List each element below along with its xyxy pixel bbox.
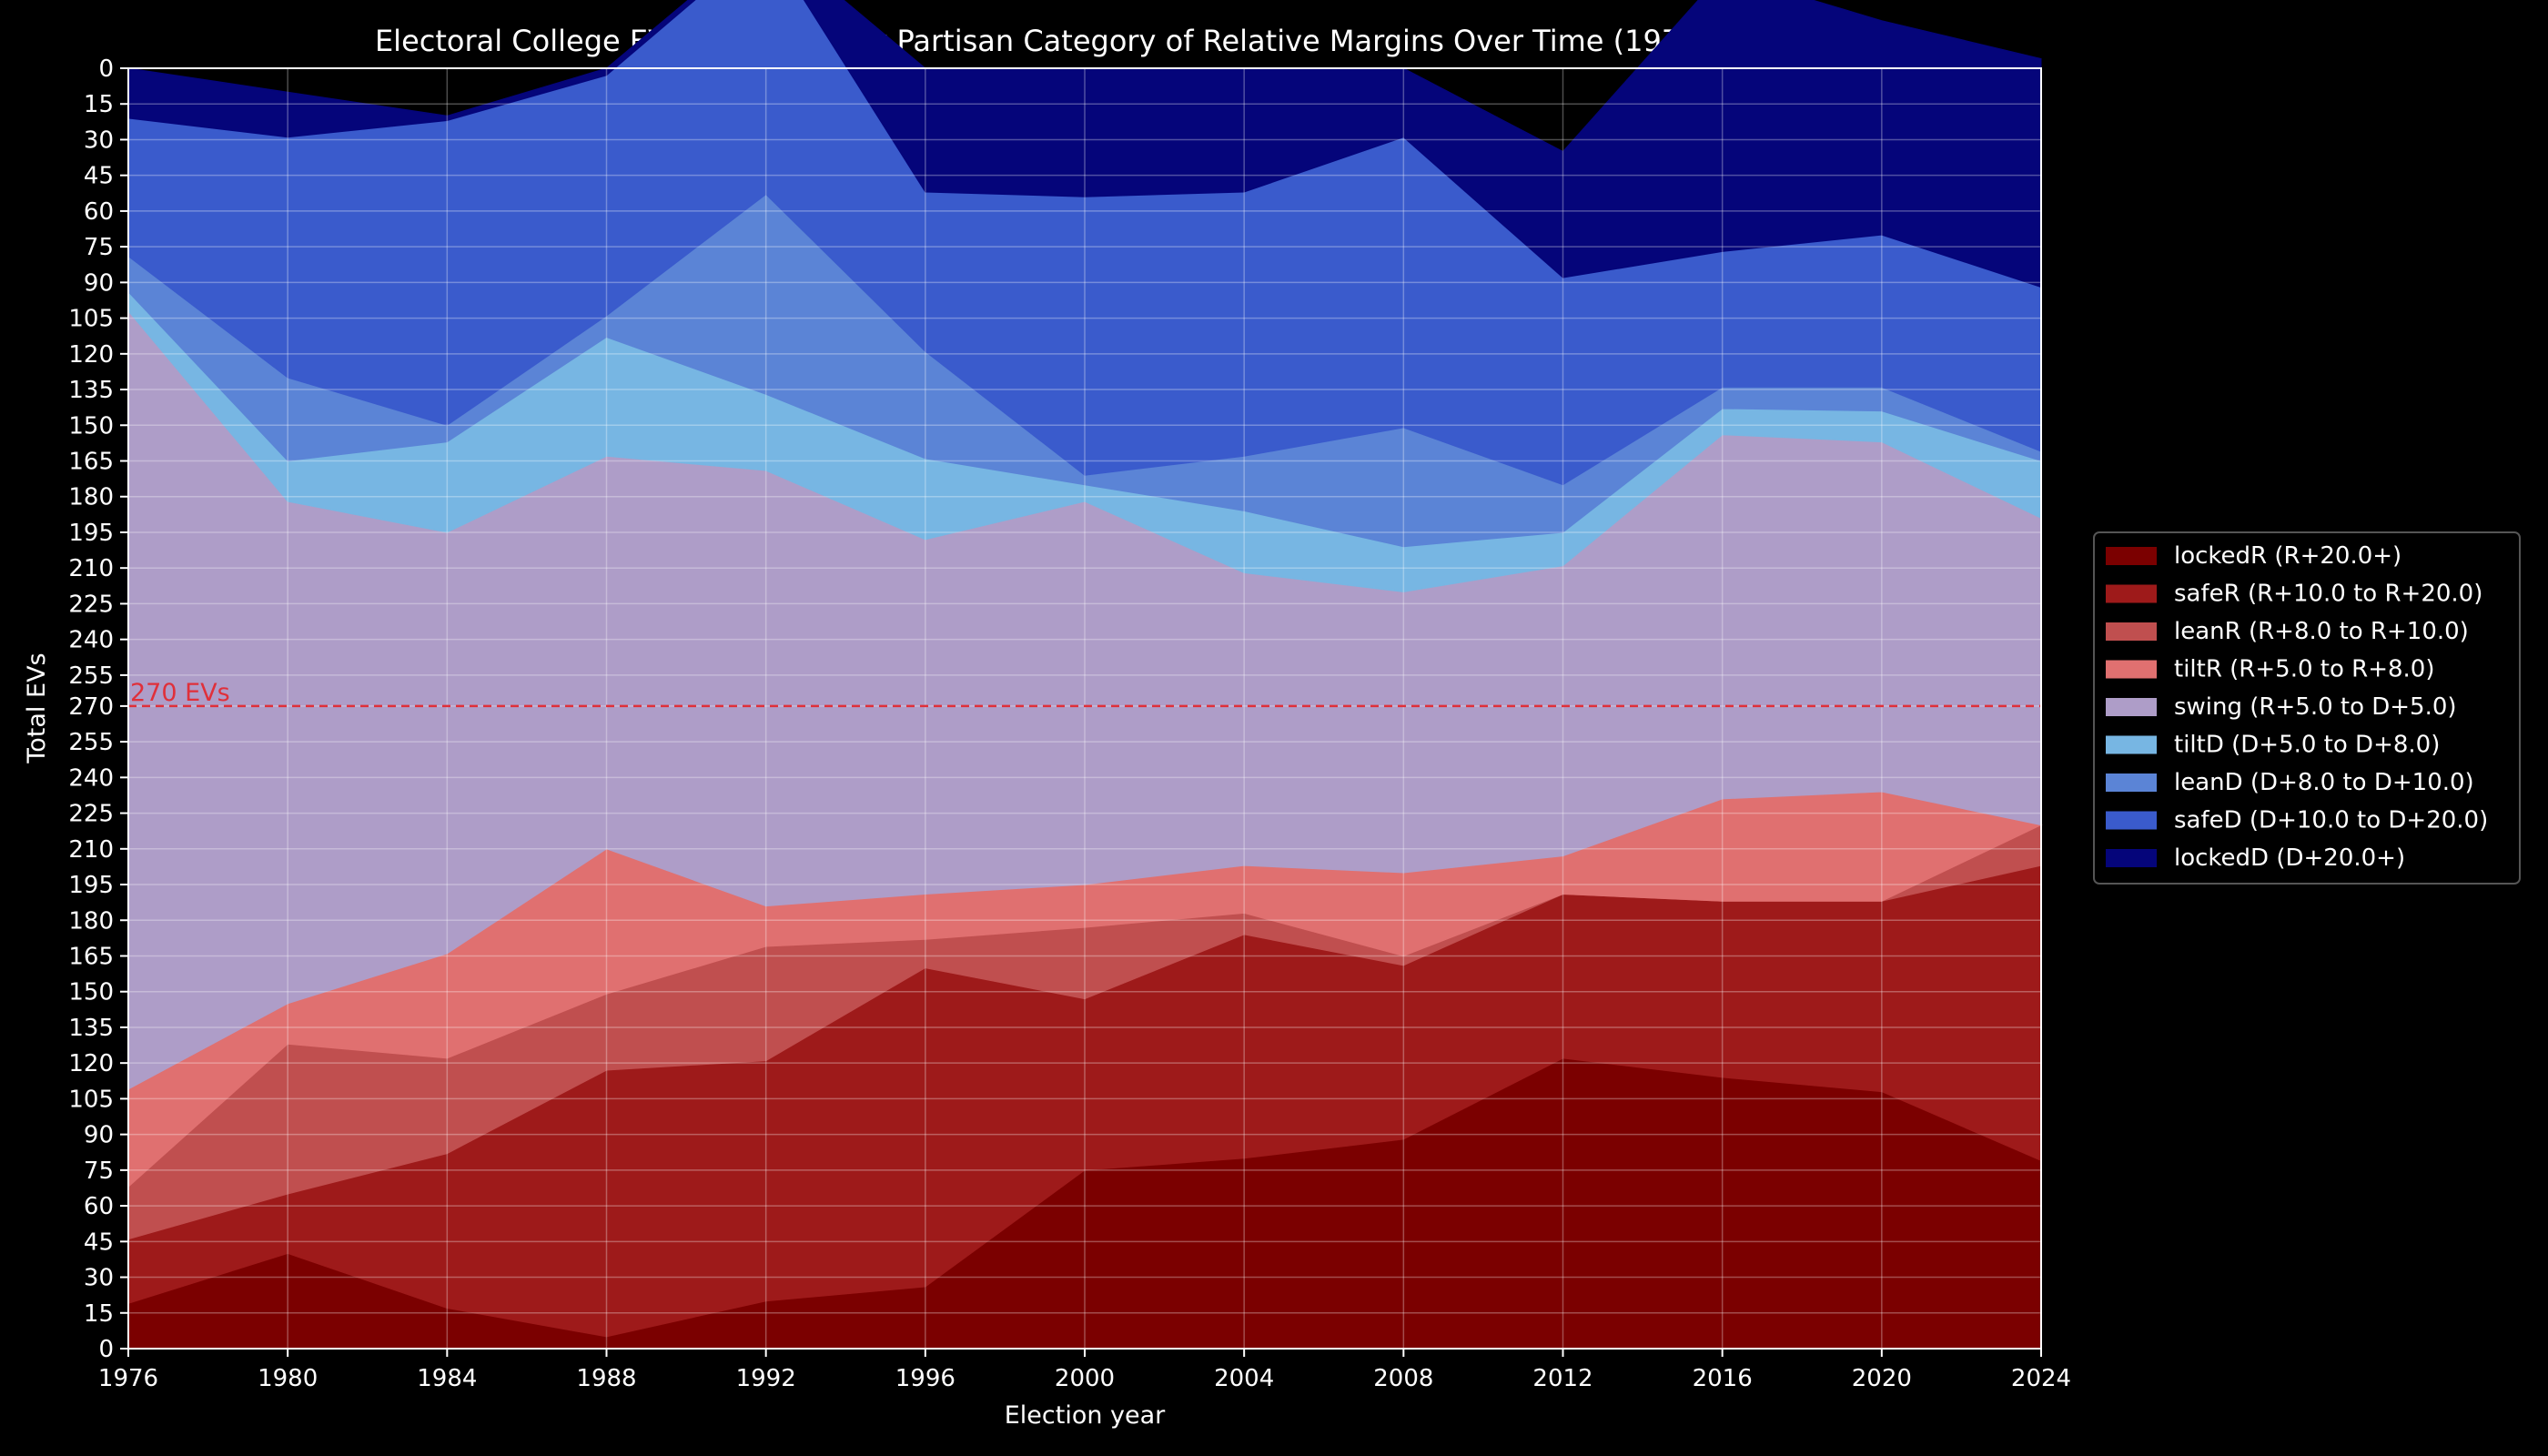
y-tick-label-t17: 255 xyxy=(68,662,114,690)
legend-swatch-8 xyxy=(2106,849,2157,867)
legend-swatch-6 xyxy=(2106,774,2157,792)
y-tick-label-t9: 135 xyxy=(68,377,114,404)
y-tick-label-b13: 195 xyxy=(68,872,114,899)
y-axis-label: Total EVs xyxy=(23,652,51,763)
legend-label-2: leanR (R+8.0 to R+10.0) xyxy=(2174,618,2469,645)
y-tick-label-t8: 120 xyxy=(68,341,114,369)
x-axis-ticks: 1976 1980 1984 1988 1992 1996 2000 2004 2008 2012… xyxy=(98,1349,2071,1392)
legend-swatch-4 xyxy=(2106,698,2157,716)
area-layers xyxy=(127,0,2043,1350)
legend-label-1: safeR (R+10.0 to R+20.0) xyxy=(2174,581,2482,608)
legend-label-4: swing (R+5.0 to D+5.0) xyxy=(2174,693,2457,721)
x-tick-label-11: 2020 xyxy=(1852,1365,1912,1392)
y-tick-label-b9: 135 xyxy=(68,1015,114,1042)
y-tick-label-t1: 15 xyxy=(84,91,114,118)
y-tick-label-b12: 180 xyxy=(68,907,114,935)
legend-label-0: lockedR (R+20.0+) xyxy=(2174,542,2401,570)
legend-label-7: safeD (D+10.0 to D+20.0) xyxy=(2174,807,2488,834)
y-tick-label-b11: 165 xyxy=(68,943,114,970)
y-tick-label-t13: 195 xyxy=(68,520,114,547)
legend-label-3: tiltR (R+5.0 to R+8.0) xyxy=(2174,656,2434,683)
y-tick-label-b7: 105 xyxy=(68,1086,114,1113)
legend-box xyxy=(2093,531,2521,885)
reference-line-label: 270 EVs xyxy=(130,679,230,707)
x-tick-label-10: 2016 xyxy=(1693,1365,1753,1392)
legend-label-5: tiltD (D+5.0 to D+8.0) xyxy=(2174,732,2440,759)
y-tick-label-b3: 45 xyxy=(84,1228,114,1256)
y-tick-label-t10: 150 xyxy=(68,412,114,440)
y-tick-label-b4: 60 xyxy=(84,1193,114,1220)
y-tick-label-t12: 180 xyxy=(68,484,114,511)
y-tick-label-t7: 105 xyxy=(68,306,114,333)
y-tick-label-b6: 90 xyxy=(84,1122,114,1149)
x-tick-label-4: 1992 xyxy=(736,1365,796,1392)
x-tick-label-2: 1984 xyxy=(417,1365,477,1392)
y-tick-label-b15: 225 xyxy=(68,801,114,828)
x-tick-label-6: 2000 xyxy=(1055,1365,1115,1392)
y-tick-label-b14: 210 xyxy=(68,836,114,864)
x-tick-label-9: 2012 xyxy=(1532,1365,1592,1392)
y-tick-label-t11: 165 xyxy=(68,449,114,476)
y-tick-label-t3: 45 xyxy=(84,163,114,190)
y-tick-label-b1: 15 xyxy=(84,1300,114,1328)
x-tick-label-3: 1988 xyxy=(576,1365,636,1392)
x-tick-label-1: 1980 xyxy=(258,1365,318,1392)
x-tick-label-8: 2008 xyxy=(1373,1365,1433,1392)
legend-label-8: lockedD (D+20.0+) xyxy=(2174,844,2405,872)
x-axis-label: Election year xyxy=(1005,1401,1166,1430)
y-tick-label-t15: 225 xyxy=(68,591,114,618)
y-tick-label-t14: 210 xyxy=(68,555,114,582)
legend-swatch-7 xyxy=(2106,811,2157,830)
legend-swatch-2 xyxy=(2106,622,2157,641)
legend: lockedR (R+20.0+) safeR (R+10.0 to R+20.0… xyxy=(2093,531,2521,885)
x-tick-label-12: 2024 xyxy=(2011,1365,2071,1392)
y-tick-label-t5: 75 xyxy=(84,234,114,261)
legend-swatch-0 xyxy=(2106,547,2157,565)
y-tick-label-b0: 0 xyxy=(98,1336,114,1363)
y-tick-label-b16: 240 xyxy=(68,764,114,792)
chart-title: Electoral College EV Proportions by Part… xyxy=(375,24,1795,58)
reference-line-group: 270 EVs xyxy=(128,679,2041,708)
x-tick-label-0: 1976 xyxy=(98,1365,158,1392)
legend-swatch-1 xyxy=(2106,584,2157,603)
y-tick-label-b18: 270 xyxy=(68,693,114,721)
y-tick-label-t0: 0 xyxy=(98,56,114,83)
y-tick-label-b10: 150 xyxy=(68,979,114,1006)
y-tick-label-b2: 30 xyxy=(84,1265,114,1292)
y-tick-label-b17: 255 xyxy=(68,729,114,756)
x-tick-label-5: 1996 xyxy=(895,1365,956,1392)
legend-swatch-3 xyxy=(2106,660,2157,679)
y-tick-label-t6: 90 xyxy=(84,269,114,297)
y-axis-ticks: 0153045607590105120135150165180195210225… xyxy=(68,56,128,1363)
x-tick-label-7: 2004 xyxy=(1214,1365,1274,1392)
legend-swatch-5 xyxy=(2106,735,2157,754)
legend-label-6: leanD (D+8.0 to D+10.0) xyxy=(2174,769,2474,796)
y-tick-label-b8: 120 xyxy=(68,1050,114,1077)
y-tick-label-t16: 240 xyxy=(68,627,114,654)
y-tick-label-b5: 75 xyxy=(84,1158,114,1185)
y-tick-label-t2: 30 xyxy=(84,126,114,154)
y-tick-label-t4: 60 xyxy=(84,198,114,226)
